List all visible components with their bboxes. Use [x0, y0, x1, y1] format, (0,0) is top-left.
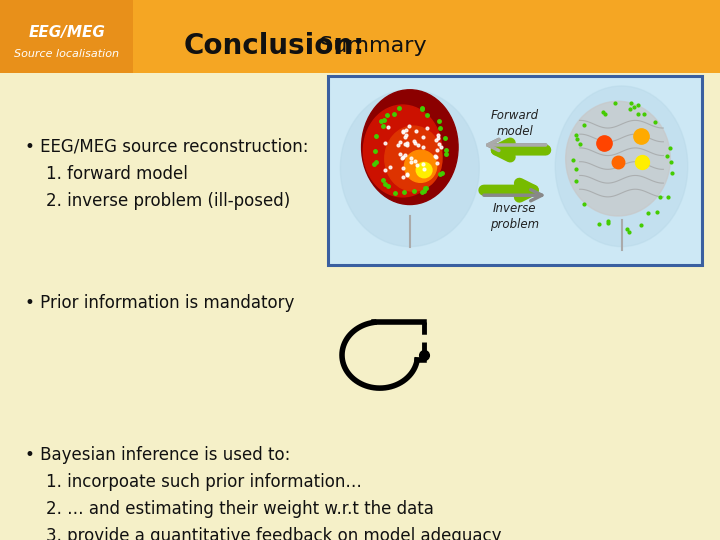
- Bar: [0, 0, 720, 73]
- Text: Forward
model: Forward model: [491, 109, 539, 138]
- Ellipse shape: [405, 150, 436, 183]
- Text: Conclusion:: Conclusion:: [184, 32, 365, 60]
- Ellipse shape: [416, 163, 432, 178]
- Text: Source localisation: Source localisation: [14, 49, 120, 59]
- Ellipse shape: [555, 86, 688, 247]
- Bar: [0, 0, 133, 73]
- Text: • Bayesian inference is used to:
    1. incorpoate such prior information…
    2: • Bayesian inference is used to: 1. inco…: [25, 446, 502, 540]
- Ellipse shape: [364, 105, 442, 197]
- Polygon shape: [341, 90, 480, 247]
- Text: • Prior information is mandatory: • Prior information is mandatory: [25, 294, 294, 312]
- Ellipse shape: [361, 90, 458, 205]
- Ellipse shape: [566, 102, 670, 216]
- Text: Inverse
problem: Inverse problem: [490, 202, 539, 232]
- Bar: [328, 76, 702, 265]
- Text: EEG/MEG: EEG/MEG: [29, 25, 105, 40]
- Text: • EEG/MEG source reconstruction:
    1. forward model
    2. inverse problem (il: • EEG/MEG source reconstruction: 1. forw…: [25, 138, 309, 210]
- Ellipse shape: [384, 126, 442, 191]
- Text: Summary: Summary: [312, 36, 426, 56]
